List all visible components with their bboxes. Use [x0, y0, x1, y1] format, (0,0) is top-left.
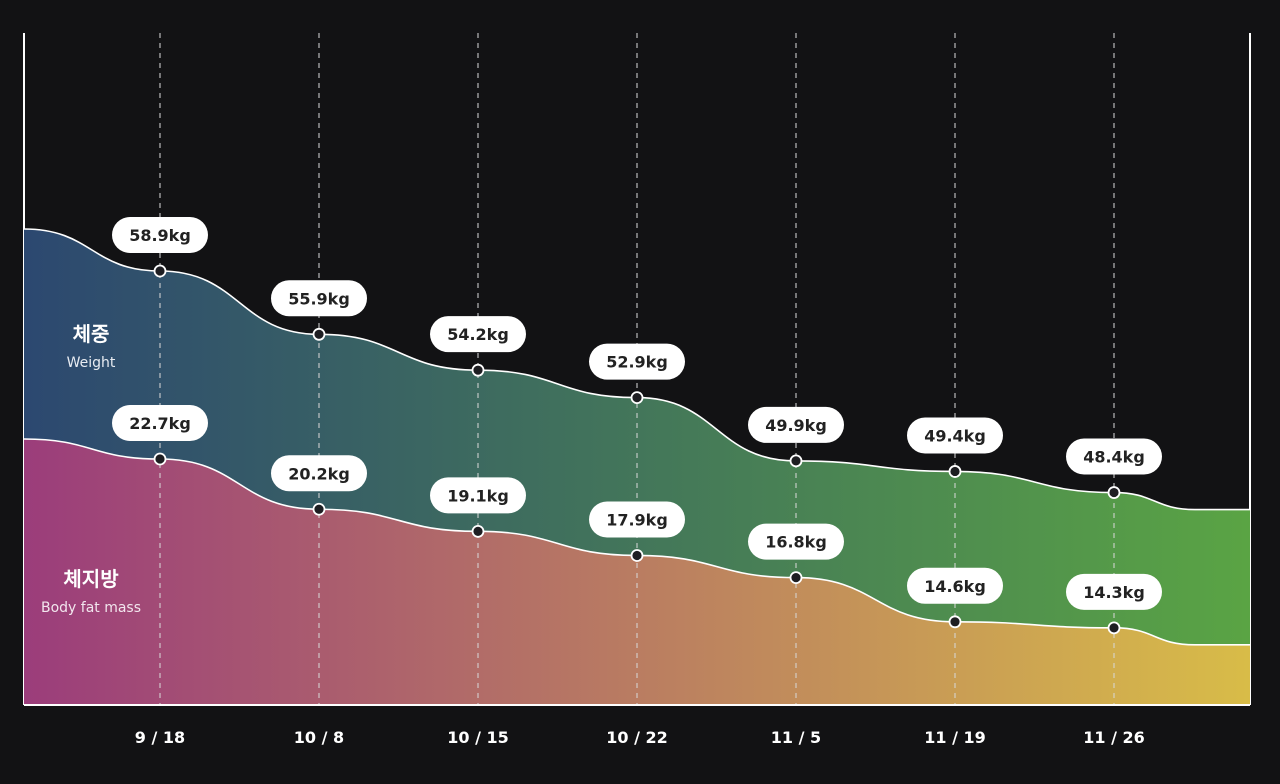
- data-label: 22.7kg: [129, 414, 191, 433]
- data-point: [630, 391, 644, 405]
- data-label-pill: [112, 217, 208, 253]
- data-label-pill: [1066, 573, 1162, 610]
- data-label: 19.1kg: [447, 486, 509, 505]
- data-point: [630, 549, 644, 562]
- data-label-pill: [271, 455, 367, 492]
- data-label: 55.9kg: [288, 289, 350, 308]
- data-label: 16.8kg: [765, 533, 827, 552]
- fat-area: [24, 439, 1250, 705]
- fat-legend-sublabel: Body fat mass: [41, 600, 141, 616]
- data-label-pill: [748, 523, 844, 560]
- data-label: 58.9kg: [129, 226, 191, 245]
- x-tick-label: 10 / 15: [447, 728, 509, 747]
- data-label: 54.2kg: [447, 325, 509, 344]
- data-point: [312, 327, 326, 341]
- x-tick-label: 10 / 22: [606, 728, 668, 747]
- data-point: [153, 264, 167, 278]
- data-label-pill: [1066, 438, 1162, 475]
- x-tick-label: 9 / 18: [135, 728, 185, 747]
- data-point: [471, 524, 485, 538]
- data-label: 17.9kg: [606, 510, 668, 529]
- weight-legend-label: 체중: [73, 322, 110, 346]
- data-label: 49.9kg: [765, 416, 827, 435]
- data-label-pill: [907, 417, 1003, 454]
- data-label-pill: [430, 477, 526, 514]
- data-label-pill: [430, 316, 526, 353]
- data-label-pill: [748, 406, 844, 443]
- data-point: [789, 454, 803, 468]
- weight-legend-sublabel: Weight: [67, 355, 116, 371]
- x-tick-label: 11 / 19: [924, 728, 986, 747]
- data-point: [948, 615, 962, 629]
- data-label: 52.9kg: [606, 353, 668, 372]
- data-point: [789, 571, 803, 584]
- data-label-pill: [589, 501, 685, 538]
- data-label-pill: [907, 567, 1003, 604]
- data-point: [153, 452, 167, 466]
- data-label: 48.4kg: [1083, 448, 1145, 467]
- data-label-pill: [112, 405, 208, 441]
- x-tick-label: 10 / 8: [294, 728, 344, 747]
- data-label-pill: [589, 343, 685, 380]
- data-point: [312, 502, 326, 516]
- fat-legend-label: 체지방: [63, 567, 119, 591]
- data-label: 14.3kg: [1083, 583, 1145, 602]
- x-tick-label: 11 / 26: [1083, 728, 1145, 747]
- data-label: 49.4kg: [924, 426, 986, 445]
- x-tick-label: 11 / 5: [771, 728, 821, 747]
- data-label: 20.2kg: [288, 464, 350, 483]
- data-label: 14.6kg: [924, 577, 986, 596]
- data-point: [1107, 621, 1121, 635]
- data-point: [1107, 486, 1121, 499]
- data-point: [471, 363, 485, 377]
- data-point: [948, 465, 962, 478]
- data-label-pill: [271, 280, 367, 317]
